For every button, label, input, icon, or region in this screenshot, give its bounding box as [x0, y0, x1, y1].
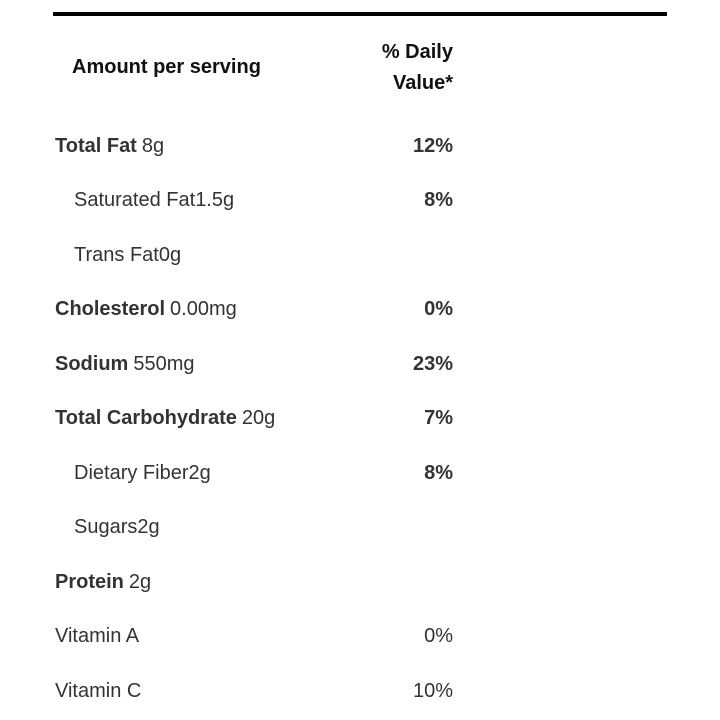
dv-cell: 8%: [304, 174, 453, 229]
nutrient-cell: Dietary Fiber2g: [53, 446, 304, 501]
nutrient-row: Total Fat 8g 12%: [53, 119, 453, 174]
nutrient-amount: 2g: [188, 461, 211, 484]
nutrient-name: Saturated Fat: [74, 189, 196, 212]
dv-cell: [304, 555, 453, 610]
dv-cell: 12%: [304, 119, 453, 174]
nutrient-name: Sodium: [55, 352, 129, 375]
nutrient-cell: Saturated Fat1.5g: [53, 174, 304, 229]
dv-cell: 0%: [304, 283, 453, 338]
nutrient-name: Trans Fat: [74, 243, 159, 266]
nutrient-row: Total Carbohydrate 20g 7%: [53, 392, 453, 447]
nutrient-cell: Vitamin C: [53, 664, 304, 719]
nutrient-cell: Sodium 550mg: [53, 337, 304, 392]
nutrient-amount: 8g: [141, 134, 165, 157]
nutrient-name: Cholesterol: [55, 298, 166, 321]
daily-value: 0%: [424, 298, 453, 321]
dv-cell: 10%: [304, 664, 453, 719]
amount-header: Amount per serving: [72, 56, 261, 78]
nutrient-name: Total Fat: [55, 134, 137, 157]
header-row: Amount per serving % Daily Value*: [53, 16, 453, 119]
daily-value: 8%: [424, 461, 453, 484]
nutrient-amount: 0g: [158, 243, 182, 266]
daily-value: 23%: [412, 352, 453, 375]
nutrition-table: Amount per serving % Daily Value* Total …: [53, 16, 453, 719]
dv-cell: [304, 228, 453, 283]
daily-value: 12%: [412, 134, 453, 157]
daily-value: 10%: [412, 679, 453, 702]
nutrient-row: Vitamin A 0%: [53, 610, 453, 665]
nutrient-row: Dietary Fiber2g 8%: [53, 446, 453, 501]
nutrient-amount: 1.5g: [195, 189, 235, 212]
dv-cell: 7%: [304, 392, 453, 447]
nutrient-row: Trans Fat0g: [53, 228, 453, 283]
nutrient-cell: Trans Fat0g: [53, 228, 304, 283]
dv-header-text: % Daily Value*: [381, 40, 453, 94]
nutrient-amount: 2g: [137, 516, 160, 539]
nutrient-amount: 0.00mg: [170, 298, 237, 321]
nutrient-amount: 2g: [128, 570, 152, 593]
nutrient-row: Sodium 550mg 23%: [53, 337, 453, 392]
nutrient-row: Sugars2g: [53, 501, 453, 556]
dv-cell: [304, 501, 453, 556]
daily-value: 0%: [424, 625, 453, 648]
daily-value: 7%: [424, 407, 453, 430]
daily-value: 8%: [424, 189, 453, 212]
nutrient-cell: Vitamin A: [53, 610, 304, 665]
dv-cell: 8%: [304, 446, 453, 501]
nutrient-cell: Cholesterol 0.00mg: [53, 283, 304, 338]
nutrient-amount: 550mg: [133, 352, 195, 375]
nutrient-cell: Protein 2g: [53, 555, 304, 610]
nutrient-amount: 20g: [241, 407, 276, 430]
top-rule: [53, 12, 667, 16]
nutrient-name: Dietary Fiber: [74, 461, 189, 484]
nutrient-row: Vitamin C 10%: [53, 664, 453, 719]
nutrient-name: Protein: [55, 570, 124, 593]
nutrient-name: Vitamin C: [55, 679, 142, 702]
nutrient-cell: Total Carbohydrate 20g: [53, 392, 304, 447]
nutrient-name: Vitamin A: [55, 625, 140, 648]
dv-cell: 0%: [304, 610, 453, 665]
nutrient-cell: Total Fat 8g: [53, 119, 304, 174]
nutrient-cell: Sugars2g: [53, 501, 304, 556]
dv-cell: 23%: [304, 337, 453, 392]
nutrient-name: Total Carbohydrate: [55, 407, 237, 430]
nutrient-row: Protein 2g: [53, 555, 453, 610]
nutrient-name: Sugars: [74, 516, 138, 539]
nutrient-row: Cholesterol 0.00mg 0%: [53, 283, 453, 338]
nutrient-row: Saturated Fat1.5g 8%: [53, 174, 453, 229]
dv-header: % Daily Value*: [304, 16, 453, 119]
